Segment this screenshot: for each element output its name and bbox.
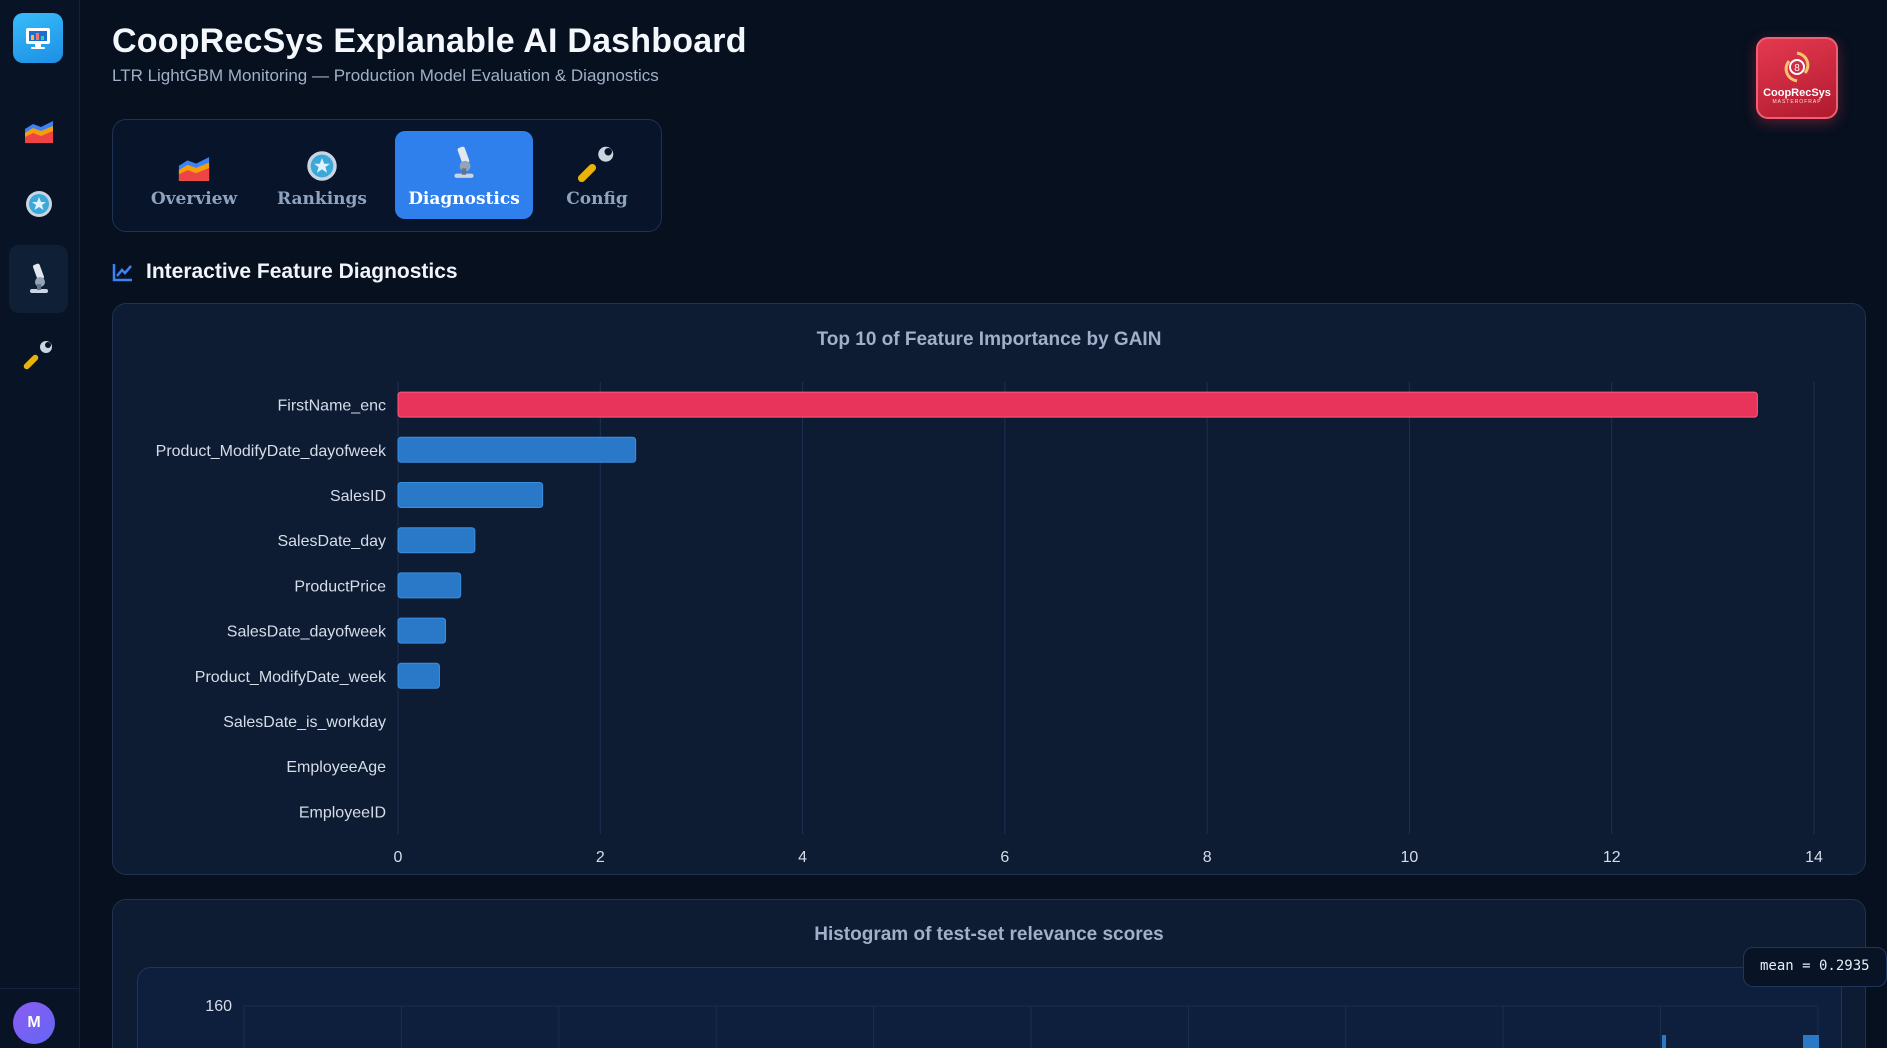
app-logo[interactable] <box>13 13 63 63</box>
y-tick-label: SalesDate_dayofweek <box>227 624 387 641</box>
y-tick-label: Product_ModifyDate_week <box>195 669 387 686</box>
microscope-icon <box>454 146 474 178</box>
tab-label: Diagnostics <box>408 189 520 209</box>
y-tick-label: SalesDate_day <box>277 533 386 550</box>
tab-overview[interactable]: Overview <box>135 131 253 219</box>
brand-sub: MASTEROFRAP <box>1772 99 1822 105</box>
avatar[interactable]: M <box>13 1002 55 1044</box>
bar[interactable] <box>397 617 447 644</box>
wrench-icon <box>577 146 614 183</box>
brand-name: CoopRecSys <box>1763 87 1831 99</box>
chart-icon <box>24 121 53 143</box>
x-tick-label: 8 <box>1203 849 1212 866</box>
feature-importance-chart[interactable]: 0 2 4 6 8 10 12 14 FirstName_enc Product_ModifyDa… <box>113 304 1867 876</box>
microscope-icon <box>29 263 48 293</box>
histogram-plot[interactable]: 160 <box>137 967 1842 1048</box>
sidebar-item-rankings[interactable] <box>9 170 68 238</box>
x-tick-label: 2 <box>596 849 605 866</box>
monitor-icon <box>26 28 50 49</box>
y-tick-label: SalesDate_is_workday <box>223 714 386 731</box>
sidebar-item-diagnostics[interactable] <box>9 245 68 313</box>
histogram-card: Histogram of test-set relevance scores 1… <box>112 899 1887 1048</box>
feature-importance-card: Top 10 of Feature Importance by GAIN 0 2 4… <box>112 303 1866 875</box>
sidebar-item-config[interactable] <box>9 320 68 388</box>
mean-annotation: mean = 0.2935 <box>1743 947 1887 987</box>
tab-diagnostics[interactable]: Diagnostics <box>395 131 533 219</box>
x-tick-label: 10 <box>1401 849 1419 866</box>
y-tick-label: EmployeeID <box>299 804 386 821</box>
wrench-icon <box>23 341 52 370</box>
medal-icon <box>25 191 52 217</box>
medal-icon <box>307 151 337 181</box>
bar[interactable] <box>397 391 1758 418</box>
tab-label: Rankings <box>277 189 367 209</box>
x-tick-label: 4 <box>798 849 807 866</box>
bar[interactable] <box>397 527 476 554</box>
y-tick-label: SalesID <box>330 488 386 505</box>
histogram-chart: 160 <box>205 998 1819 1048</box>
line-chart-icon <box>112 264 132 282</box>
sidebar-footer: M <box>0 988 80 1048</box>
section-title: Interactive Feature Diagnostics <box>146 260 458 283</box>
sidebar: M <box>0 0 80 1048</box>
y-tick-label: ProductPrice <box>294 578 386 595</box>
tab-rankings[interactable]: Rankings <box>263 131 381 219</box>
x-tick-label: 0 <box>394 849 403 866</box>
histogram-bar[interactable] <box>1803 1035 1819 1048</box>
x-tick-label: 12 <box>1603 849 1621 866</box>
tab-label: Config <box>566 189 628 209</box>
brand-emblem-icon: 8 <box>1784 51 1810 83</box>
chart-title: Top 10 of Feature Importance by GAIN <box>816 329 1162 350</box>
x-tick-label: 6 <box>1000 849 1009 866</box>
page-subtitle: LTR LightGBM Monitoring — Production Mod… <box>112 66 659 85</box>
y-tick-label: FirstName_enc <box>278 398 386 415</box>
y-tick-label: Product_ModifyDate_dayofweek <box>156 443 387 460</box>
histogram-bar[interactable] <box>1662 1035 1666 1048</box>
bar[interactable] <box>397 436 637 463</box>
chart-title: Histogram of test-set relevance scores <box>814 924 1164 945</box>
page-title: CoopRecSys Explanable AI Dashboard <box>112 22 747 60</box>
svg-text:8: 8 <box>1794 63 1800 74</box>
tab-label: Overview <box>150 189 238 209</box>
tab-config[interactable]: Config <box>543 131 651 219</box>
y-tick-label: 160 <box>205 998 232 1015</box>
section-header: Interactive Feature Diagnostics <box>112 260 458 284</box>
bar[interactable] <box>397 572 462 599</box>
chart-icon <box>178 157 210 181</box>
bar[interactable] <box>397 662 440 689</box>
tab-bar: Overview Rankings Diagnostics Config <box>112 119 662 232</box>
sidebar-item-overview[interactable] <box>9 98 68 166</box>
y-tick-label: EmployeeAge <box>286 759 386 776</box>
bar[interactable] <box>397 482 544 508</box>
x-tick-label: 14 <box>1805 849 1823 866</box>
brand-badge: 8 CoopRecSys MASTEROFRAP <box>1756 37 1838 119</box>
